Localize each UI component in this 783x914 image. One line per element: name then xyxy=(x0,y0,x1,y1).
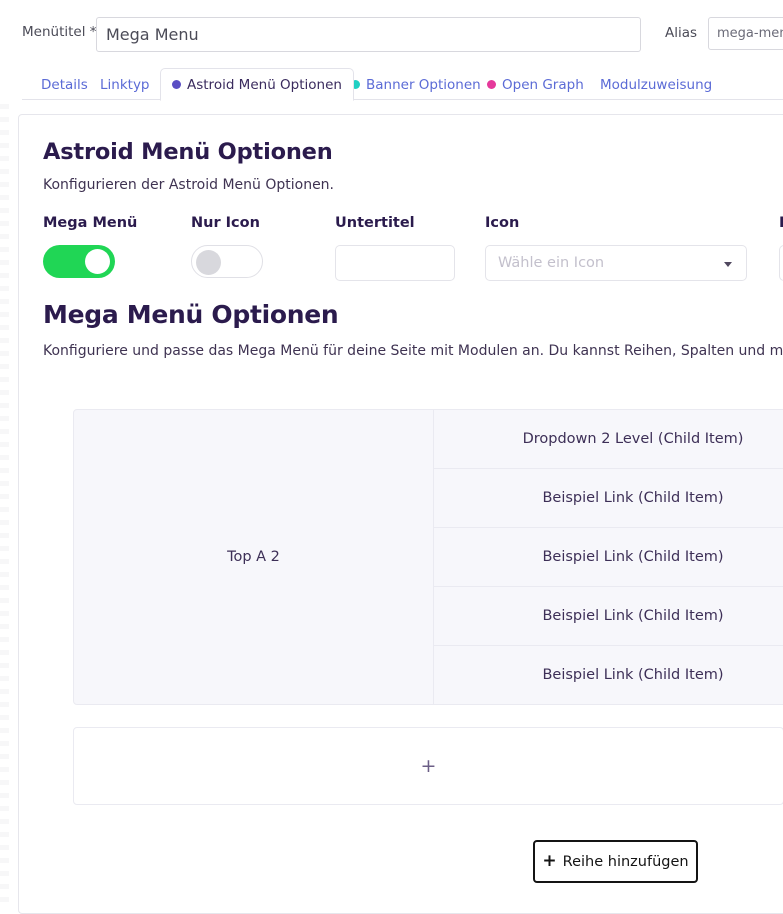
toggle-knob xyxy=(85,249,110,274)
menu-title-input[interactable] xyxy=(96,17,641,52)
mega-menu-builder-row: Top A 2 Dropdown 2 Level (Child Item) Be… xyxy=(73,409,783,705)
plus-icon: + xyxy=(542,851,557,871)
tab-dot-icon xyxy=(172,80,181,89)
builder-child-column: Dropdown 2 Level (Child Item) Beispiel L… xyxy=(434,410,783,704)
tab-banner-optionen[interactable]: Banner Optionen xyxy=(340,68,492,101)
builder-child-cell[interactable]: Beispiel Link (Child Item) xyxy=(434,469,783,528)
builder-cell-label: Top A 2 xyxy=(227,549,280,565)
builder-cell-label: Beispiel Link (Child Item) xyxy=(542,549,724,565)
mega-menu-section-subtitle: Konfiguriere und passe das Mega Menü für… xyxy=(43,343,783,359)
menu-title-row: Menütitel * Alias xyxy=(0,0,783,62)
field-label: Nur Icon xyxy=(191,215,260,231)
tab-label: Astroid Menü Optionen xyxy=(187,76,342,93)
tab-linktyp[interactable]: Linktyp xyxy=(89,68,161,101)
page-title: Astroid Menü Optionen xyxy=(43,139,333,165)
tab-astroid-menu-optionen[interactable]: Astroid Menü Optionen xyxy=(160,68,354,101)
tab-label: Details xyxy=(41,76,88,93)
tab-bar: Details Linktyp Astroid Menü Optionen Ba… xyxy=(0,62,783,101)
tab-label: Modulzuweisung xyxy=(600,76,713,93)
field-untertitel: Untertitel xyxy=(335,215,455,281)
chevron-down-icon xyxy=(724,262,732,267)
astroid-options-panel: Astroid Menü Optionen Konfigurieren der … xyxy=(18,114,783,914)
menu-title-label: Menütitel * xyxy=(22,24,97,40)
builder-cell-label: Beispiel Link (Child Item) xyxy=(542,667,724,683)
plus-icon: + xyxy=(420,754,437,777)
icon-select[interactable]: Wähle ein Icon xyxy=(485,245,747,281)
icon-select-placeholder: Wähle ein Icon xyxy=(498,255,605,271)
alias-label: Alias xyxy=(665,25,698,41)
tab-open-graph[interactable]: Open Graph xyxy=(476,68,595,101)
mega-menu-toggle[interactable] xyxy=(43,245,115,278)
nur-icon-toggle[interactable] xyxy=(191,245,263,278)
mega-menu-section-title: Mega Menü Optionen xyxy=(43,300,339,329)
tab-modulzuweisung[interactable]: Modulzuweisung xyxy=(589,68,723,101)
field-icon: Icon Wähle ein Icon xyxy=(485,215,747,281)
builder-cell-label: Dropdown 2 Level (Child Item) xyxy=(522,431,744,447)
clipped-input[interactable]: K xyxy=(779,245,783,281)
field-label: Untertitel xyxy=(335,215,415,231)
builder-cell-label: Beispiel Link (Child Item) xyxy=(542,490,724,506)
field-label: Icon xyxy=(485,215,520,231)
add-row-button[interactable]: + Reihe hinzufügen xyxy=(533,840,698,883)
field-mega-menu: Mega Menü xyxy=(43,215,137,278)
builder-cell-label: Beispiel Link (Child Item) xyxy=(542,608,724,624)
untertitel-input[interactable] xyxy=(335,245,455,281)
field-label: E xyxy=(779,215,783,231)
builder-child-cell[interactable]: Beispiel Link (Child Item) xyxy=(434,528,783,587)
clipped-left-edge-strip xyxy=(0,104,9,905)
tab-dot-icon xyxy=(351,80,360,89)
builder-child-cell[interactable]: Beispiel Link (Child Item) xyxy=(434,646,783,704)
page-subtitle: Konfigurieren der Astroid Menü Optionen. xyxy=(43,177,334,193)
field-clipped-right: E K xyxy=(779,215,783,281)
builder-child-cell[interactable]: Beispiel Link (Child Item) xyxy=(434,587,783,646)
field-label: Mega Menü xyxy=(43,215,138,231)
alias-input[interactable] xyxy=(708,17,783,50)
builder-cell-top-a-2[interactable]: Top A 2 xyxy=(74,410,434,704)
tab-bar-divider xyxy=(22,99,783,100)
field-nur-icon: Nur Icon xyxy=(191,215,263,278)
tab-label: Banner Optionen xyxy=(366,76,481,93)
toggle-knob xyxy=(196,250,221,275)
tab-details[interactable]: Details xyxy=(30,68,99,101)
tab-label: Linktyp xyxy=(100,76,150,93)
tab-dot-icon xyxy=(487,80,496,89)
tab-label: Open Graph xyxy=(502,76,584,93)
builder-child-cell[interactable]: Dropdown 2 Level (Child Item) xyxy=(434,410,783,469)
add-row-button-label: Reihe hinzufügen xyxy=(562,853,689,870)
add-row-dropzone[interactable]: + xyxy=(73,727,783,805)
